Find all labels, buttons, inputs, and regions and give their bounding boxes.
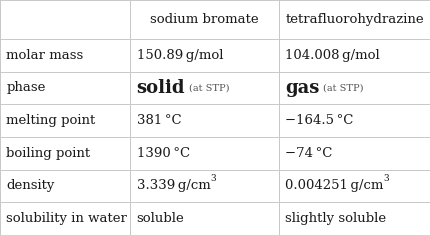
- Text: solubility in water: solubility in water: [6, 212, 127, 225]
- Text: sodium bromate: sodium bromate: [150, 13, 258, 26]
- Text: 0.004251 g/cm: 0.004251 g/cm: [285, 179, 383, 192]
- Text: 3: 3: [383, 174, 388, 183]
- Text: soluble: soluble: [136, 212, 184, 225]
- Text: boiling point: boiling point: [6, 147, 90, 160]
- Text: density: density: [6, 179, 55, 192]
- Text: solid: solid: [136, 79, 185, 97]
- Text: (at STP): (at STP): [188, 84, 228, 93]
- Text: 150.89 g/mol: 150.89 g/mol: [136, 49, 223, 62]
- Text: slightly soluble: slightly soluble: [285, 212, 386, 225]
- Text: gas: gas: [285, 79, 319, 97]
- Text: −164.5 °C: −164.5 °C: [285, 114, 353, 127]
- Text: tetrafluorohydrazine: tetrafluorohydrazine: [285, 13, 423, 26]
- Text: 104.008 g/mol: 104.008 g/mol: [285, 49, 379, 62]
- Text: 381 °C: 381 °C: [136, 114, 181, 127]
- Text: 3.339 g/cm: 3.339 g/cm: [136, 179, 210, 192]
- Text: −74 °C: −74 °C: [285, 147, 332, 160]
- Text: melting point: melting point: [6, 114, 95, 127]
- Text: phase: phase: [6, 81, 46, 94]
- Text: molar mass: molar mass: [6, 49, 83, 62]
- Text: 1390 °C: 1390 °C: [136, 147, 189, 160]
- Text: 3: 3: [210, 174, 215, 183]
- Text: (at STP): (at STP): [322, 84, 363, 93]
